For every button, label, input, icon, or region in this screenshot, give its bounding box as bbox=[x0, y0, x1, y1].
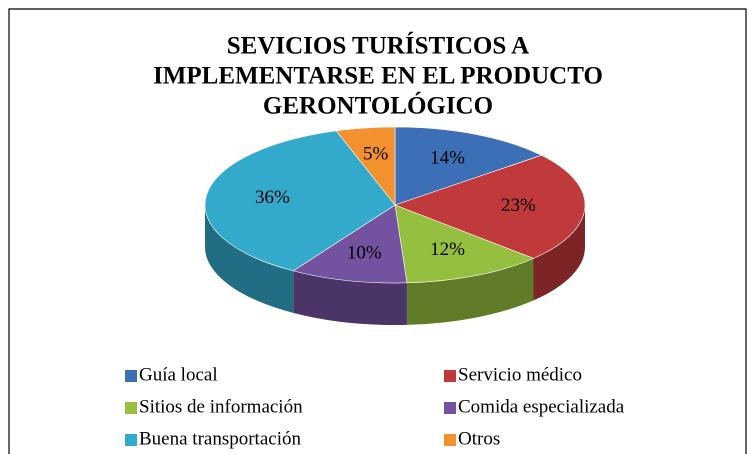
data-label: 23% bbox=[501, 195, 536, 216]
data-label: 36% bbox=[255, 187, 290, 208]
legend-swatch bbox=[444, 434, 456, 446]
legend-label: Otros bbox=[458, 428, 500, 449]
slice bbox=[394, 126, 543, 206]
slice bbox=[394, 204, 535, 284]
slice bbox=[394, 154, 586, 259]
slice bbox=[335, 126, 396, 206]
data-label: 10% bbox=[347, 242, 382, 263]
slice-side bbox=[533, 205, 586, 301]
legend-label: Sitios de información bbox=[139, 396, 303, 417]
data-label: 5% bbox=[363, 143, 389, 164]
legend-swatch bbox=[125, 402, 137, 414]
legend-swatch bbox=[125, 434, 137, 446]
slice bbox=[292, 204, 408, 284]
slice-side bbox=[205, 205, 294, 313]
chart-title: GERONTOLÓGICO bbox=[263, 92, 493, 120]
legend-label: Comida especializada bbox=[458, 396, 625, 417]
slice-side bbox=[293, 270, 407, 326]
chart-frame bbox=[8, 8, 747, 454]
data-label: 12% bbox=[430, 239, 465, 260]
data-label: 14% bbox=[430, 147, 465, 168]
slice-side bbox=[406, 258, 534, 325]
chart-title: SEVICIOS TURÍSTICOS A bbox=[227, 32, 529, 60]
legend-label: Servicio médico bbox=[458, 364, 582, 385]
legend-label: Buena transportación bbox=[139, 428, 301, 449]
legend-swatch bbox=[444, 370, 456, 382]
legend-swatch bbox=[125, 370, 137, 382]
chart-title: IMPLEMENTARSE EN EL PRODUCTO bbox=[153, 63, 603, 90]
slice bbox=[204, 130, 396, 272]
legend-swatch bbox=[444, 402, 456, 414]
legend-label: Guía local bbox=[139, 364, 218, 385]
